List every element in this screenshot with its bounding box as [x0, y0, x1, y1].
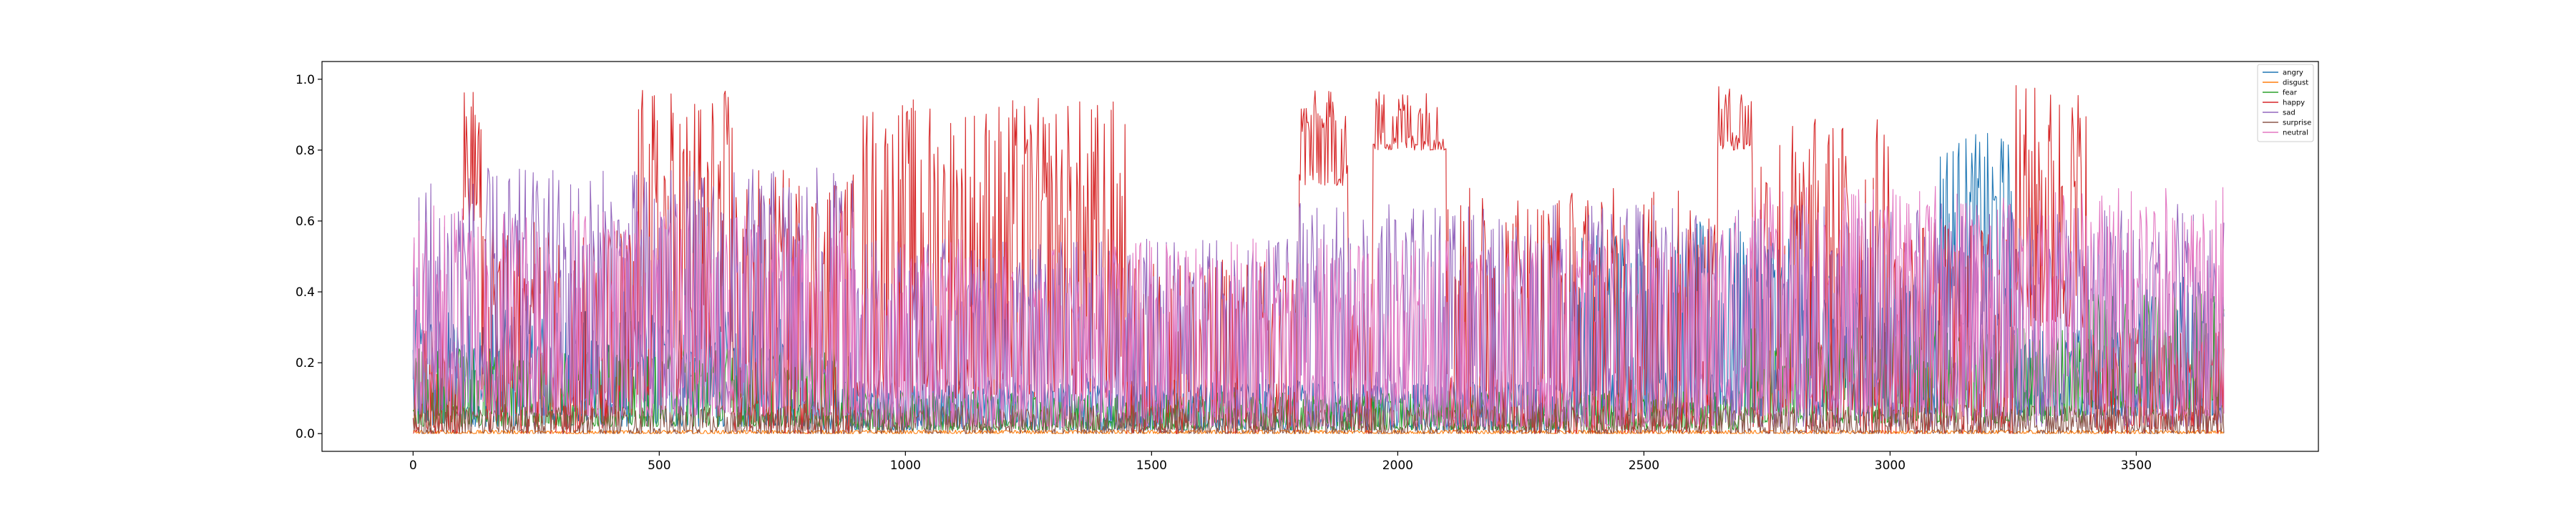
- legend-label-angry: angry: [2283, 69, 2303, 77]
- legend-label-happy: happy: [2283, 99, 2305, 107]
- x-tick-label: 1000: [890, 458, 921, 473]
- x-tick-label: 500: [648, 458, 670, 473]
- series-line-happy: [413, 85, 2225, 434]
- legend: angry disgust fear happy sad surprise neutral: [2257, 64, 2314, 142]
- y-tick-label: 0.0: [296, 427, 315, 441]
- y-tick-label: 0.8: [296, 144, 315, 158]
- series-line-surprise: [412, 405, 2225, 434]
- x-tick-label: 3000: [1875, 458, 1906, 473]
- series-line-neutral: [412, 186, 2225, 427]
- x-tick-label: 2000: [1382, 458, 1413, 473]
- series-line-disgust: [413, 429, 2225, 434]
- y-tick-label: 1.0: [296, 73, 315, 87]
- legend-label-fear: fear: [2283, 89, 2298, 97]
- x-tick-label: 3500: [2121, 458, 2152, 473]
- legend-label-sad: sad: [2283, 109, 2296, 117]
- legend-label-neutral: neutral: [2283, 129, 2308, 137]
- x-axis: 0 500 1000 1500 2000 2500 3000 3500: [409, 451, 2152, 473]
- y-axis: 0.0 0.2 0.4 0.6 0.8 1.0: [296, 73, 322, 441]
- y-tick-label: 0.2: [296, 356, 315, 371]
- y-tick-label: 0.4: [296, 285, 315, 300]
- legend-label-disgust: disgust: [2283, 79, 2308, 87]
- plot-frame: [321, 61, 2319, 452]
- x-tick-label: 2500: [1629, 458, 1659, 473]
- y-tick-label: 0.6: [296, 215, 315, 229]
- series-layer: [412, 85, 2225, 434]
- x-tick-label: 0: [409, 458, 417, 473]
- legend-label-surprise: surprise: [2283, 119, 2311, 127]
- x-tick-label: 1500: [1136, 458, 1167, 473]
